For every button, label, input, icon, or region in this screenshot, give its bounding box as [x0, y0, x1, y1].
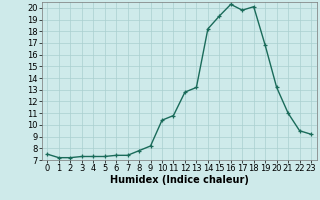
X-axis label: Humidex (Indice chaleur): Humidex (Indice chaleur) [110, 175, 249, 185]
